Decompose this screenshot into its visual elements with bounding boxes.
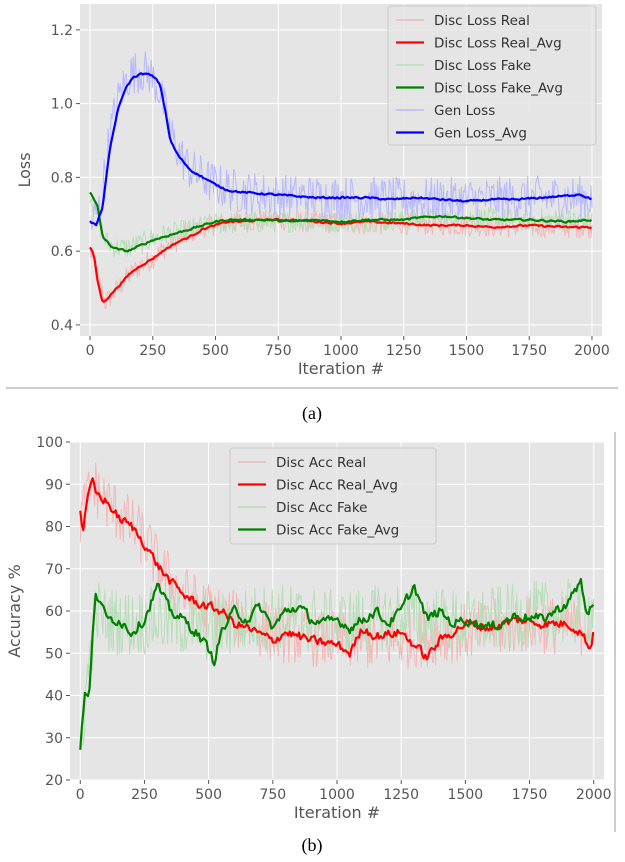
x-tick-label: 250: [139, 343, 166, 359]
legend-item-disc-acc-real: Disc Acc Real: [238, 455, 366, 471]
x-tick-label: 1250: [383, 787, 419, 803]
series-group: [89, 51, 593, 310]
legend-item-gen-loss: Gen Loss: [396, 103, 495, 119]
x-tick-label: 0: [76, 787, 85, 803]
x-tick-label: 2000: [574, 343, 610, 359]
x-tick-label: 1500: [449, 343, 485, 359]
series-line-disc-loss-real-avg: [89, 217, 592, 303]
x-tick-label: 500: [202, 343, 229, 359]
legend-label: Disc Acc Fake_Avg: [276, 523, 399, 539]
accuracy-chart: 0 250 500 750 1000 1250 1500 1750 2000 20 30 40 50 60…: [5, 435, 612, 822]
x-tick-label: 500: [195, 787, 222, 803]
caption-a: (a): [302, 403, 322, 424]
legend-label: Disc Loss Real: [434, 13, 530, 29]
legend-frame: [387, 5, 597, 146]
y-tick-label: 80: [45, 520, 63, 536]
y-axis-label: Loss: [15, 152, 34, 187]
x-tick-label: 750: [259, 787, 286, 803]
y-tick-label: 0.4: [51, 318, 73, 334]
legend-item-gen-loss-avg: Gen Loss_Avg: [396, 126, 527, 142]
legend-item-disc-loss-real: Disc Loss Real: [396, 13, 530, 29]
legend-label: Disc Loss Real_Avg: [434, 36, 562, 52]
x-tick-label: 0: [86, 343, 95, 359]
y-tick-label: 40: [45, 689, 63, 705]
x-tick-label: 750: [265, 343, 292, 359]
series-line-disc-acc-real-avg: [79, 477, 595, 661]
x-axis-label: Iteration #: [294, 803, 380, 822]
legend-frame: [229, 447, 437, 545]
series-line-disc-acc-fake-avg: [79, 577, 595, 750]
y-tick-label: 1.2: [51, 23, 73, 39]
series-line-disc-loss-fake-avg: [89, 191, 593, 253]
legend-item-disc-acc-fake: Disc Acc Fake: [238, 500, 367, 516]
x-tick-label: 250: [131, 787, 158, 803]
legend: Disc Loss Real Disc Loss Real_Avg Disc Los…: [387, 5, 597, 146]
series-group: [79, 462, 595, 750]
legend-label: Gen Loss_Avg: [434, 126, 527, 142]
y-tick-label: 30: [45, 731, 63, 747]
legend-item-disc-loss-real-avg: Disc Loss Real_Avg: [396, 36, 562, 52]
x-axis-label: Iteration #: [298, 359, 384, 378]
caption-b: (b): [302, 835, 323, 856]
x-tick-label: 1000: [319, 787, 355, 803]
y-tick-label: 1.0: [51, 97, 73, 113]
legend-label: Disc Loss Fake_Avg: [434, 81, 563, 97]
series-line-disc-acc-real: [79, 462, 595, 669]
legend-item-disc-loss-fake: Disc Loss Fake: [396, 58, 531, 74]
legend-label: Disc Acc Real_Avg: [276, 478, 398, 494]
y-axis-label: Accuracy %: [5, 564, 24, 657]
x-tick-label: 1500: [448, 787, 484, 803]
legend: Disc Acc Real Disc Acc Real_Avg Disc Acc F…: [229, 447, 437, 545]
y-tick-label: 90: [45, 477, 63, 493]
y-tick-label: 0.6: [51, 244, 73, 260]
x-tick-label: 2000: [576, 787, 612, 803]
y-tick-label: 60: [45, 604, 63, 620]
series-line-gen-loss-avg: [89, 72, 592, 227]
y-tick-label: 20: [45, 773, 63, 789]
loss-chart: 0 250 500 750 1000 1250 1500 1750 2000 0.4 0.6 0.8 1…: [15, 4, 610, 378]
legend-label: Disc Acc Real: [276, 455, 366, 471]
y-tick-label: 50: [45, 646, 63, 662]
x-tick-label: 1750: [511, 343, 547, 359]
legend-label: Gen Loss: [434, 103, 495, 119]
legend-item-disc-loss-fake-avg: Disc Loss Fake_Avg: [396, 81, 563, 97]
legend-item-disc-acc-real-avg: Disc Acc Real_Avg: [238, 478, 398, 494]
y-tick-label: 100: [36, 435, 63, 451]
series-line-gen-loss: [89, 51, 593, 230]
x-tick-label: 1750: [512, 787, 548, 803]
x-tick-label: 1250: [386, 343, 422, 359]
legend-label: Disc Loss Fake: [434, 58, 531, 74]
x-tick-label: 1000: [323, 343, 359, 359]
y-tick-label: 0.8: [51, 170, 73, 186]
y-tick-label: 70: [45, 562, 63, 578]
legend-item-disc-acc-fake-avg: Disc Acc Fake_Avg: [238, 523, 399, 539]
legend-label: Disc Acc Fake: [276, 500, 367, 516]
